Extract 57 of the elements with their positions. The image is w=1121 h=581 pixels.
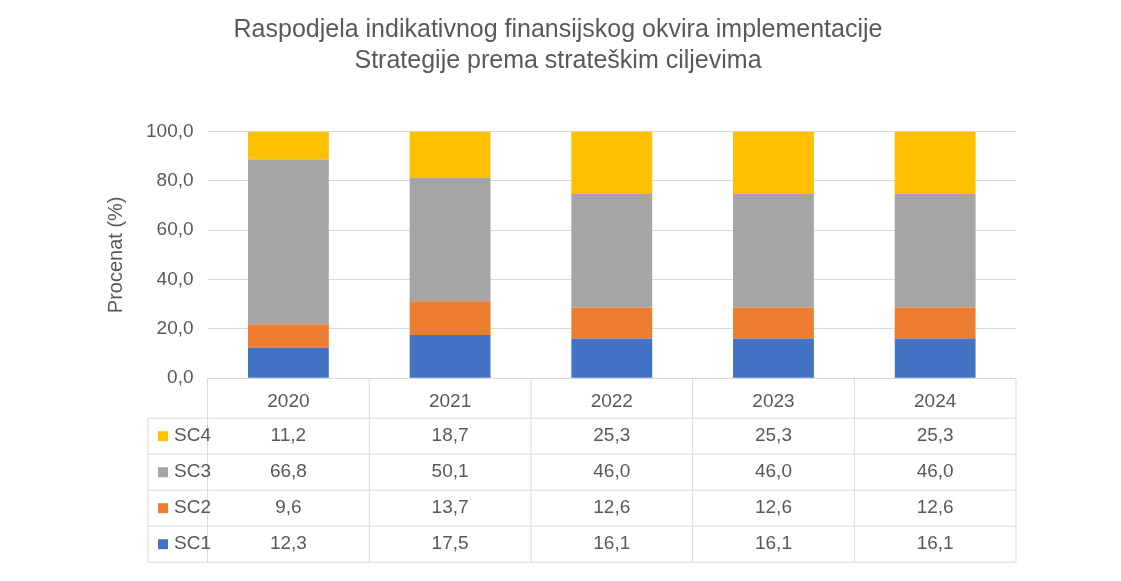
data-label: 16,1 <box>593 532 631 554</box>
bar <box>894 338 976 378</box>
data-label: 17,5 <box>431 532 469 554</box>
bar <box>247 324 329 348</box>
data-label: 50,1 <box>431 460 469 482</box>
data-label: 12,6 <box>916 496 954 518</box>
bar <box>409 131 491 178</box>
x-tick-label: 2020 <box>267 389 310 411</box>
y-tick-label: 100,0 <box>146 119 194 141</box>
data-label: 12,3 <box>269 532 307 554</box>
x-tick-label: 2023 <box>752 389 795 411</box>
data-label: 16,1 <box>754 532 792 554</box>
data-label: 25,3 <box>916 424 954 446</box>
bar <box>409 335 491 378</box>
data-label: 46,0 <box>754 460 792 482</box>
legend-label: SC4 <box>174 424 212 446</box>
y-tick-label: 80,0 <box>156 169 194 191</box>
x-tick-label: 2022 <box>590 389 633 411</box>
bar <box>571 193 653 308</box>
x-tick-label: 2021 <box>428 389 472 411</box>
bar <box>247 159 329 325</box>
x-tick-label: 2024 <box>914 389 957 411</box>
data-label: 66,8 <box>269 460 307 482</box>
bar <box>571 338 653 378</box>
bar <box>409 177 491 302</box>
legend-label: SC3 <box>174 460 211 482</box>
data-label: 25,3 <box>754 424 792 446</box>
bar <box>894 131 976 194</box>
bar <box>894 307 976 339</box>
y-tick-label: 0,0 <box>167 366 194 388</box>
data-label: 46,0 <box>916 460 954 482</box>
bar <box>409 301 491 336</box>
bar <box>733 193 814 308</box>
data-label: 46,0 <box>593 460 631 482</box>
bar <box>733 131 814 194</box>
y-axis-title: Procenat (%) <box>103 196 126 314</box>
bar <box>571 307 653 339</box>
bar <box>247 131 329 160</box>
bar <box>247 347 329 378</box>
data-label: 12,6 <box>754 496 792 518</box>
data-label: 12,6 <box>593 496 631 518</box>
bar <box>733 338 814 378</box>
data-label: 16,1 <box>916 532 954 554</box>
bar <box>733 307 814 339</box>
data-label: 9,6 <box>275 496 302 518</box>
chart-title: Raspodjela indikativnog finansijskog okvira implementacije Strategije prema strateškim ciljevima <box>233 13 883 73</box>
bar <box>894 193 976 308</box>
y-tick-label: 20,0 <box>156 317 194 339</box>
y-tick-label: 60,0 <box>156 218 194 240</box>
y-tick-label: 40,0 <box>156 267 194 289</box>
bar <box>571 131 653 194</box>
data-label: 18,7 <box>431 424 469 446</box>
legend-label: SC1 <box>174 532 211 554</box>
data-label: 25,3 <box>593 424 631 446</box>
legend-label: SC2 <box>174 496 211 518</box>
data-label: 11,2 <box>270 424 307 446</box>
data-label: 13,7 <box>431 496 469 518</box>
